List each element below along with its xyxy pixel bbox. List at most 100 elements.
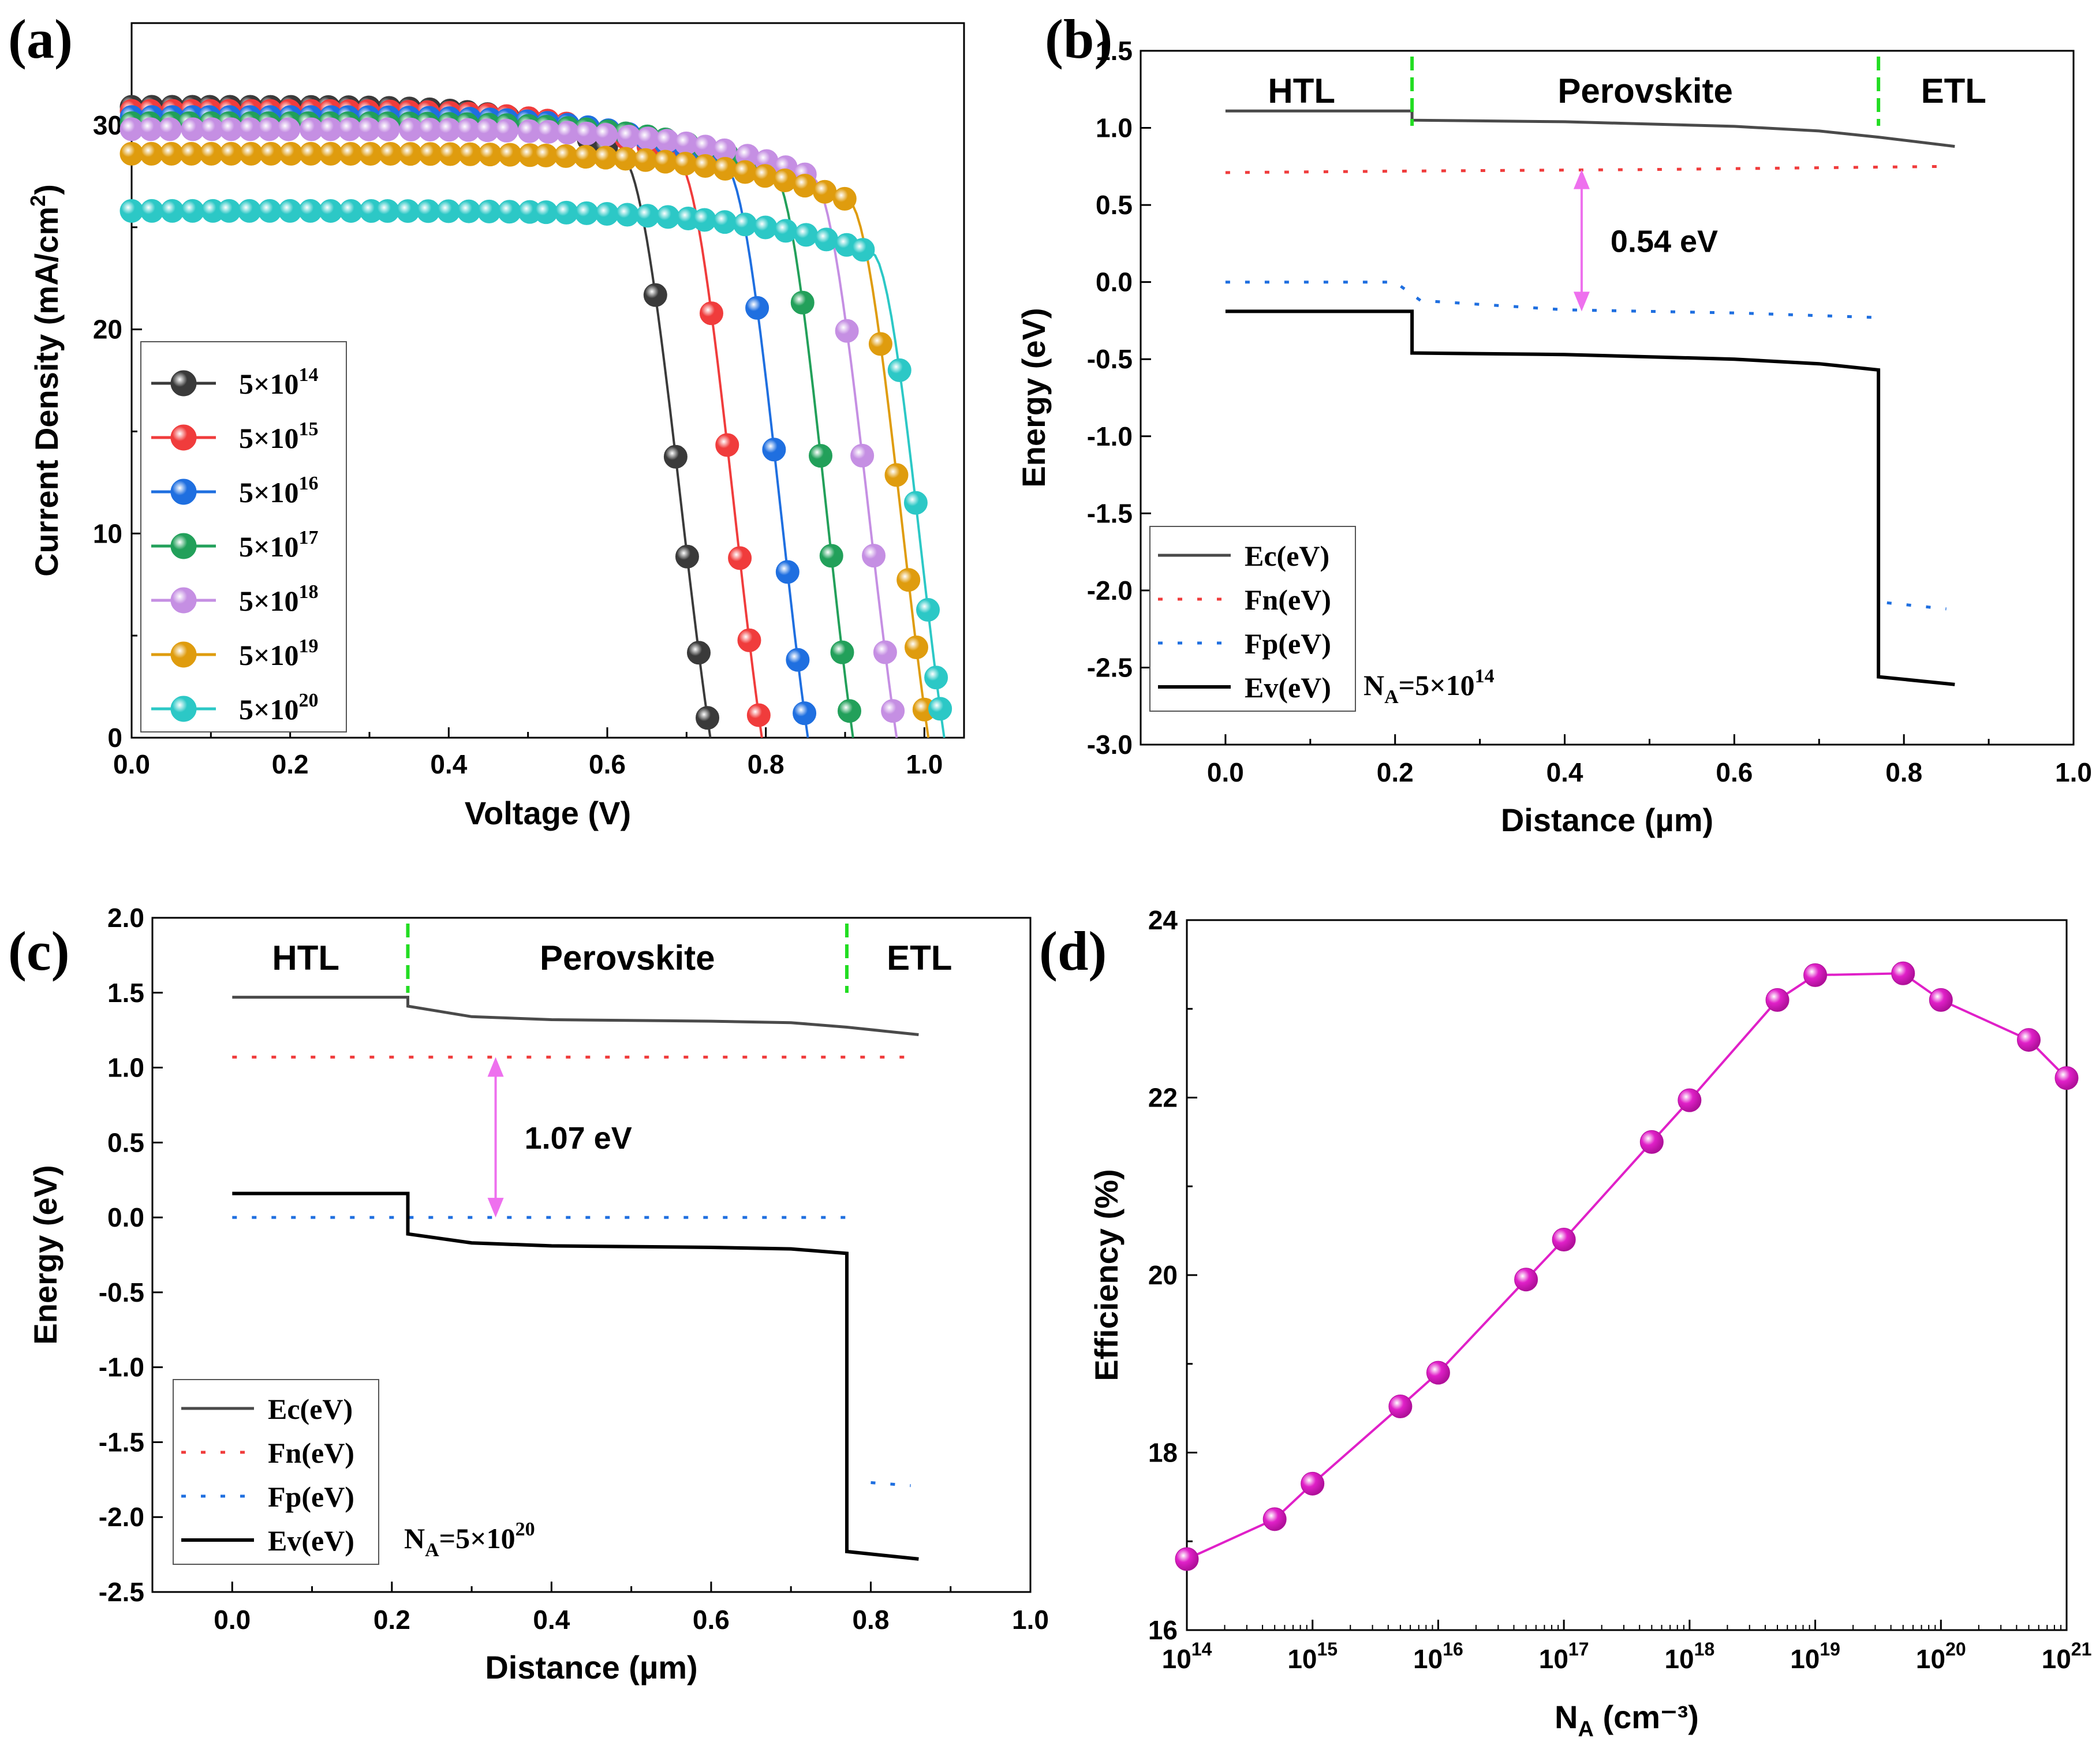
y-axis-label: Energy (eV) <box>27 1165 63 1344</box>
jv-point-17 <box>819 544 843 568</box>
efficiency-point <box>1262 1507 1287 1531</box>
legend-base: 5×10 <box>239 639 299 671</box>
legend-entry: 5×1017 <box>239 527 319 563</box>
jv-point-19 <box>633 148 658 172</box>
region-htl: HTL <box>1268 72 1335 110</box>
y-axis-label: Current Density (mA/cm2) <box>26 184 65 577</box>
fp-etl-line <box>871 1481 911 1488</box>
tick-base: 10 <box>1539 1644 1568 1674</box>
legend-box <box>1149 526 1356 712</box>
efficiency-line <box>1186 972 2068 1560</box>
y-axis-label: Energy (eV) <box>1015 308 1052 487</box>
doping-sub: A <box>1384 686 1399 708</box>
tick-exponent: 18 <box>1694 1639 1715 1660</box>
jv-point-18 <box>494 118 518 143</box>
legend-box <box>173 1379 379 1565</box>
x-tick-label: 1.0 <box>1012 1605 1049 1635</box>
x-tick-label: 0.0 <box>214 1605 251 1635</box>
ev-line <box>1225 309 1955 686</box>
jv-point-18 <box>850 443 875 468</box>
y-tick-label: 1.5 <box>107 978 144 1008</box>
y-tick-label: 16 <box>1148 1615 1178 1645</box>
x-tick-label: 0.8 <box>1885 757 1922 787</box>
x-axis-label: NA (cm⁻³) <box>1555 1699 1699 1741</box>
jv-point-19 <box>673 151 697 175</box>
jv-point-14 <box>686 641 711 665</box>
y-label-text: Current Density (mA/cm <box>28 207 65 577</box>
jv-point-20 <box>257 199 282 223</box>
y-tick-label: 2.0 <box>107 903 144 933</box>
jv-point-20 <box>319 199 343 223</box>
legend-marker-14 <box>170 370 197 397</box>
tick-exponent: 21 <box>2071 1639 2092 1660</box>
jv-point-17 <box>808 444 832 468</box>
panel-label: (b) <box>1045 8 1112 70</box>
jv-point-20 <box>574 201 599 225</box>
jv-point-19 <box>199 141 223 166</box>
jv-point-15 <box>699 301 723 326</box>
legend-marker-20 <box>170 696 197 722</box>
gap-label: 1.07 eV <box>525 1121 632 1156</box>
tick-exponent: 16 <box>1443 1639 1463 1660</box>
y-tick-label: 1.0 <box>1096 113 1133 143</box>
x-tick-label: 0.4 <box>533 1605 570 1635</box>
panel-d: (d)1014 1015 1016 1017 1018 1019 1020 102116182… <box>1039 905 2091 1741</box>
y-tick-label: -2.0 <box>1087 575 1133 606</box>
y-tick-label: 20 <box>93 315 122 345</box>
x-tick-label: 1.0 <box>906 749 943 779</box>
tick-exponent: 19 <box>1820 1639 1840 1660</box>
jv-point-19 <box>379 142 403 166</box>
region-etl: ETL <box>1921 72 1986 110</box>
ec-line <box>1225 109 1955 148</box>
plot-frame <box>151 917 1032 1593</box>
jv-point-19 <box>239 141 263 166</box>
gap-arrow-head-bottom <box>487 1198 504 1218</box>
jv-point-19 <box>279 141 303 166</box>
y-tick-label: 0.0 <box>1096 267 1133 297</box>
jv-point-20 <box>181 199 205 223</box>
efficiency-point <box>2016 1028 2041 1052</box>
gap-arrow-head-top <box>1573 169 1590 189</box>
jv-point-20 <box>278 199 302 223</box>
gap-label: 0.54 eV <box>1611 225 1718 259</box>
x-tick-label: 0.4 <box>430 749 467 779</box>
fp-line <box>1225 281 1879 319</box>
legend-entry: Ev(eV) <box>268 1524 354 1557</box>
jv-point-20 <box>298 199 323 223</box>
doping-value: =5×10 <box>439 1522 515 1554</box>
jv-point-20 <box>396 199 420 223</box>
legend-entry: Fn(eV) <box>268 1437 354 1469</box>
y-tick-label: -1.0 <box>99 1352 144 1382</box>
jv-point-19 <box>534 143 558 167</box>
x-axis-label: Voltage (V) <box>465 795 631 831</box>
jv-point-19 <box>498 143 522 167</box>
x-tick-label: 0.0 <box>113 749 150 779</box>
efficiency-point <box>1175 1547 1199 1571</box>
jv-point-19 <box>319 141 343 166</box>
jv-point-14 <box>643 283 667 307</box>
legend-entry: 5×1015 <box>239 418 319 454</box>
y-tick-label: 0.0 <box>107 1202 144 1232</box>
jv-point-14 <box>663 444 688 469</box>
tick-exponent: 20 <box>1945 1639 1966 1660</box>
jv-point-19 <box>868 332 892 356</box>
jv-point-17 <box>837 699 861 723</box>
x-tick-label: 0.8 <box>852 1605 889 1635</box>
ev-line <box>232 1191 919 1561</box>
jv-point-20 <box>794 223 818 247</box>
jv-point-19 <box>299 141 323 166</box>
legend-entry: Ec(eV) <box>268 1393 353 1425</box>
legend-marker-19 <box>170 641 197 668</box>
legend-base: 5×10 <box>239 530 299 563</box>
y-tick-label: 30 <box>93 110 122 140</box>
jv-point-19 <box>119 141 144 166</box>
y-tick-label: -1.0 <box>1087 421 1133 451</box>
tick-exponent: 15 <box>1317 1639 1338 1660</box>
jv-point-20 <box>636 204 660 228</box>
jv-point-19 <box>339 141 363 166</box>
jv-point-18 <box>594 122 618 147</box>
jv-point-20 <box>339 199 363 223</box>
jv-point-15 <box>746 703 771 727</box>
jv-point-20 <box>903 491 928 515</box>
